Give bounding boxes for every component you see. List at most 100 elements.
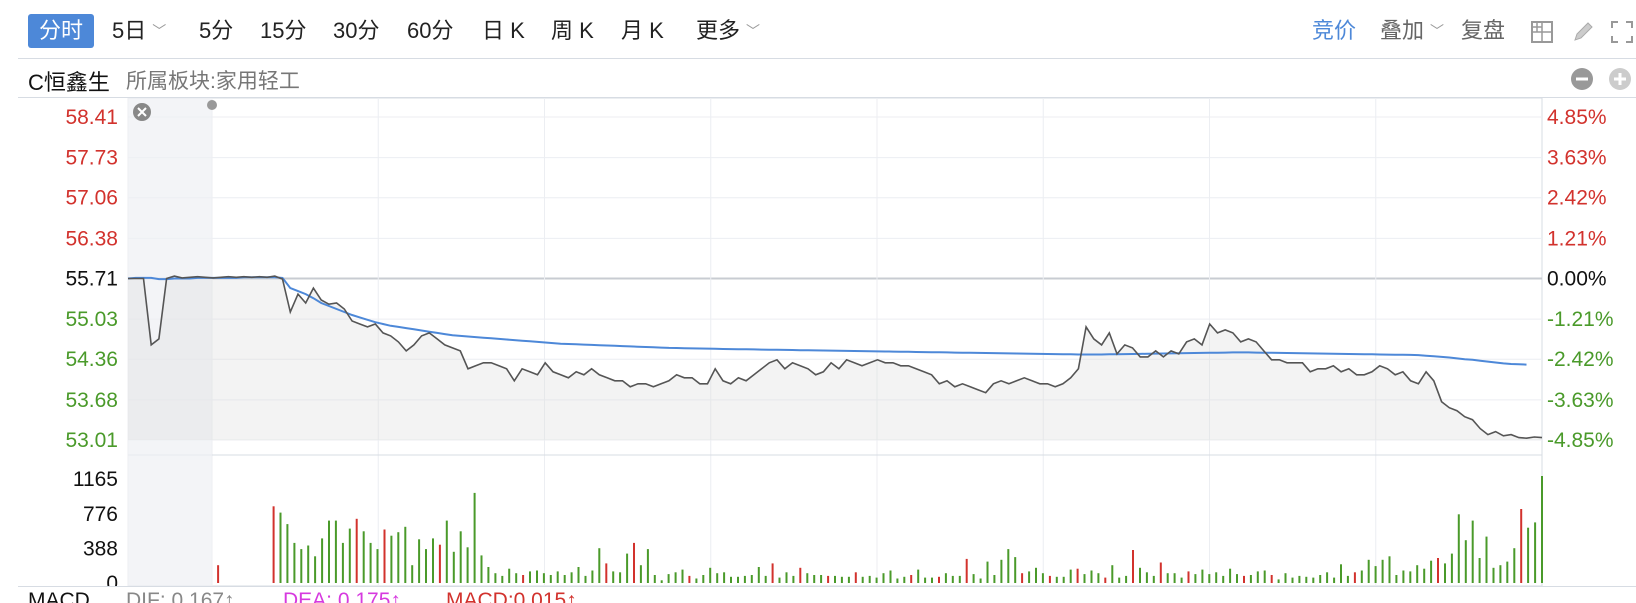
volume-bar-56 (515, 573, 518, 583)
volume-bar-136 (1069, 569, 1072, 583)
crosshair-handle-icon[interactable] (207, 100, 217, 110)
volume-bar-22 (279, 512, 282, 583)
volume-bar-174 (1333, 577, 1336, 583)
tab-5day[interactable]: 5日 ﹀ (112, 18, 167, 43)
pen-icon[interactable] (1571, 20, 1595, 44)
volume-bar-107 (868, 575, 871, 583)
volume-bar-63 (563, 575, 566, 583)
volume-bar-190 (1444, 563, 1446, 583)
tab-15min[interactable]: 15分 (260, 18, 307, 43)
volume-bar-73 (633, 542, 635, 583)
tab-day-k[interactable]: 日 K (482, 18, 525, 43)
volume-bar-150 (1166, 573, 1169, 583)
volume-bar-194 (1471, 520, 1474, 583)
macd-value: MACD:0.015↑ (446, 589, 577, 603)
auction-button[interactable]: 竞价 (1312, 18, 1357, 43)
price-axis-labels: 58.41 57.73 57.06 56.38 55.71 55.03 54.36 53.68… (65, 106, 118, 452)
tab-more[interactable]: 更多 ﹀ (696, 18, 761, 43)
volume-bar-166 (1277, 579, 1280, 583)
volume-bar-140 (1097, 573, 1100, 583)
price-area-fill (128, 276, 1542, 440)
grid-layout-icon[interactable] (1530, 20, 1554, 44)
volume-bar-195 (1478, 558, 1481, 583)
volume-bar-176 (1346, 575, 1349, 583)
tab-30min[interactable]: 30分 (333, 18, 380, 43)
tab-month-k[interactable]: 月 K (621, 18, 664, 43)
volume-bar-179 (1367, 559, 1370, 583)
volume-bar-70 (612, 571, 615, 583)
volume-bar-72 (626, 553, 629, 583)
volume-bar-172 (1319, 575, 1322, 583)
overlay-button[interactable]: 叠加 ﹀ (1380, 18, 1445, 43)
zoom-in-icon[interactable] (1608, 67, 1632, 91)
volume-bar-154 (1194, 574, 1197, 583)
volume-bar-110 (889, 570, 892, 583)
period-toolbar: 分时 5日 ﹀ 5分 15分 30分 60分 日 K 周 K 月 K 更多 ﹀ 竞价… (18, 0, 1636, 59)
volume-bar-177 (1353, 572, 1356, 583)
volume-bar-109 (882, 573, 885, 583)
volume-bar-147 (1145, 572, 1148, 583)
volume-bar-120 (958, 575, 961, 583)
volume-bar-125 (993, 575, 996, 583)
macd-dea: DEA: 0.175↑ (283, 589, 401, 603)
volume-bar-167 (1284, 573, 1287, 583)
volume-bar-101 (827, 575, 830, 583)
volume-tick-label: 388 (83, 537, 118, 560)
volume-bar-80 (681, 569, 684, 583)
volume-bar-60 (542, 573, 545, 583)
volume-bar-196 (1485, 536, 1488, 583)
tab-60min[interactable]: 60分 (407, 18, 454, 43)
volume-bar-122 (972, 574, 975, 583)
price-tick-label: 58.41 (65, 106, 118, 129)
volume-bar-145 (1132, 550, 1134, 583)
volume-bar-178 (1360, 570, 1363, 583)
volume-bar-27 (314, 556, 317, 584)
fullscreen-icon[interactable] (1610, 20, 1634, 44)
volume-bar-25 (300, 549, 303, 583)
volume-bar-54 (501, 575, 504, 583)
volume-bar-83 (702, 575, 705, 583)
volume-bar-202 (1527, 527, 1530, 583)
tab-week-k[interactable]: 周 K (551, 18, 594, 43)
volume-bar-152 (1180, 577, 1183, 583)
volume-bar-115 (924, 577, 927, 583)
volume-bar-102 (834, 575, 836, 583)
volume-bar-200 (1513, 548, 1516, 583)
volume-axis-labels: 1165 776 388 0 (73, 468, 118, 595)
tab-intraday[interactable]: 分时 (28, 14, 95, 48)
sector-label: 所属板块:家用轻工 (126, 70, 300, 93)
volume-bar-67 (591, 570, 594, 583)
volume-bar-171 (1312, 577, 1315, 583)
volume-bar-141 (1104, 577, 1107, 583)
chevron-down-icon: ﹀ (1430, 23, 1445, 39)
volume-bar-94 (778, 577, 781, 583)
zoom-out-icon[interactable] (1570, 67, 1594, 91)
volume-bar-37 (383, 529, 386, 583)
volume-bar-55 (508, 568, 511, 583)
replay-button[interactable]: 复盘 (1461, 18, 1506, 43)
percent-tick-label: 3.63% (1547, 147, 1607, 170)
volume-bar-186 (1416, 565, 1419, 583)
volume-bar-49 (466, 547, 469, 583)
volume-bar-193 (1464, 540, 1467, 583)
volume-bar-197 (1492, 567, 1495, 583)
volume-bar-90 (750, 575, 753, 583)
percent-axis-labels: 4.85% 3.63% 2.42% 1.21% 0.00% -1.21% -2.42% -3.… (1547, 106, 1614, 452)
volume-bar-68 (598, 548, 601, 583)
volume-bar-66 (584, 575, 587, 583)
percent-tick-label: -4.85% (1547, 429, 1614, 452)
volume-bar-162 (1249, 575, 1252, 583)
volume-bar-184 (1402, 570, 1405, 583)
macd-title[interactable]: MACD (28, 589, 90, 603)
volume-bar-93 (771, 563, 774, 583)
volume-bar-129 (1021, 573, 1024, 583)
volume-bar-153 (1187, 571, 1190, 583)
close-marker-icon[interactable] (133, 103, 151, 121)
chart-grid (127, 97, 1543, 587)
price-tick-label: 55.03 (65, 308, 118, 331)
volume-bar-100 (820, 575, 823, 583)
volume-bar-91 (757, 567, 760, 583)
volume-bar-119 (951, 575, 954, 583)
tab-5min[interactable]: 5分 (199, 18, 234, 43)
